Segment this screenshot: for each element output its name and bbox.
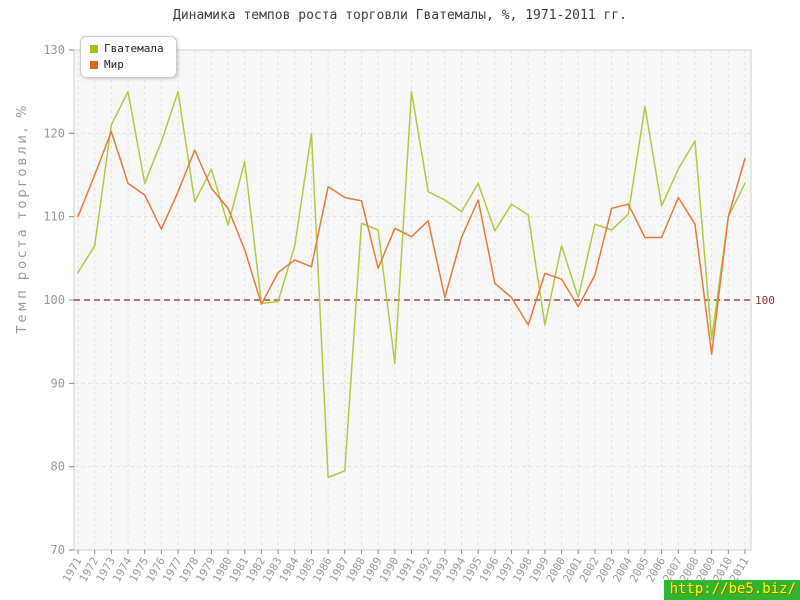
legend-item-guatemala: Гватемала — [90, 42, 164, 56]
legend: Гватемала Мир — [80, 36, 177, 78]
watermark-link[interactable]: http://be5.biz/ — [663, 580, 800, 600]
series-line-world — [77, 130, 746, 355]
svg-text:100: 100 — [43, 293, 65, 307]
y-tick-labels: 70 80 90 100 110 120 130 — [43, 43, 65, 557]
svg-text:130: 130 — [43, 43, 65, 57]
chart-title: Динамика темпов роста торговли Гватемалы… — [173, 8, 627, 23]
svg-text:80: 80 — [51, 460, 65, 474]
svg-text:90: 90 — [51, 376, 65, 390]
svg-text:110: 110 — [43, 210, 65, 224]
y-axis-title: Темп роста торговли, % — [15, 102, 30, 334]
x-axis-ticks — [77, 550, 746, 554]
legend-label-guatemala: Гватемала — [104, 42, 164, 55]
y-axis-ticks — [69, 49, 74, 551]
svg-text:120: 120 — [43, 126, 65, 140]
svg-text:70: 70 — [51, 543, 65, 557]
legend-label-world: Мир — [104, 58, 124, 71]
legend-swatch-world — [90, 61, 98, 69]
legend-swatch-guatemala — [90, 45, 98, 53]
x-tick-labels: 1971197219731974197519761977197819791980… — [60, 555, 752, 585]
legend-item-world: Мир — [90, 58, 164, 72]
reference-line-label: 100 — [755, 294, 775, 307]
